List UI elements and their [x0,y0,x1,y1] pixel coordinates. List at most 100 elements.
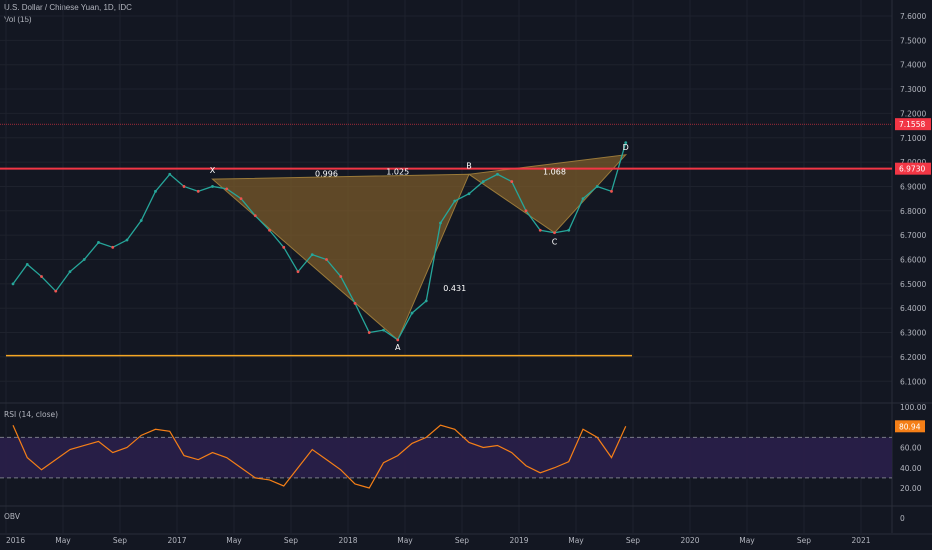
obv-tick-label: 0 [900,514,905,523]
price-point [168,172,172,176]
x-tick-label: May [568,536,584,545]
price-point [25,262,29,266]
price-point [382,328,385,332]
rsi-tick-label: 20.00 [900,484,922,493]
price-point [154,189,157,193]
rsi-tick-label: 40.00 [900,464,922,473]
pattern-bcd [467,154,628,234]
price-point [496,172,499,176]
price-point [353,301,357,305]
x-tick-label: 2020 [680,536,699,545]
price-tick-label: 6.3000 [900,329,926,338]
price-point [538,228,542,232]
price-point [396,338,400,342]
rsi-tick-label: 60.00 [900,444,922,453]
price-point [268,228,271,232]
rsi-pane: RSI (14, close) [0,410,892,489]
price-point [82,258,86,261]
obv-title: OBV [4,512,21,521]
pattern-label-c: C [552,238,558,247]
price-point [624,141,628,145]
price-tick-label: 7.6000 [900,12,926,21]
x-tick-label: Sep [284,536,298,545]
price-point [310,253,314,257]
x-tick-label: 2021 [851,536,870,545]
price-point [524,209,528,213]
pattern-ratio-label: 1.068 [543,167,566,176]
price-point [182,185,186,188]
x-tick-label: 2019 [509,536,528,545]
x-tick-label: Sep [113,536,127,545]
price-tick-label: 7.2000 [900,109,926,118]
price-point [424,299,428,303]
x-tick-label: Sep [797,536,811,545]
price-tick-label: 7.0000 [900,158,926,167]
last-price-badge [895,118,931,131]
price-point [467,192,471,196]
price-point [97,241,100,244]
price-tick-label: 7.5000 [900,36,926,45]
price-line [12,142,627,341]
x-tick-label: May [226,536,242,545]
price-tick-label: 6.2000 [900,353,926,362]
price-point [339,275,343,278]
price-point [139,219,143,222]
price-point [239,197,243,201]
price-point [225,187,229,191]
x-tick-label: Sep [626,536,640,545]
rsi-title: RSI (14, close) [4,410,58,419]
price-point [282,245,286,249]
price-point [595,185,599,188]
x-tick-label: May [55,536,71,545]
obv-pane: OBV [4,512,21,521]
pattern-ratio-label: 1.025 [386,167,409,176]
price-point [410,311,414,315]
price-tick-label: 6.7000 [900,231,926,240]
price-tick-label: 6.4000 [900,304,926,313]
rsi-last-value: 80.94 [899,422,921,431]
price-point [325,258,328,261]
rsi-last-badge [895,420,925,433]
price-point [11,282,15,286]
price-point [553,231,556,235]
price-point [211,185,214,188]
price-pane: X A B C D 0.996 1.025 1.068 0.431 [0,123,892,357]
rsi-tick-label: 100.00 [900,403,926,412]
price-tick-label: 6.5000 [900,280,926,289]
price-point [296,270,300,274]
price-point [439,221,442,225]
price-point [581,197,585,201]
rsi-line [12,424,627,489]
price-point [453,199,457,203]
price-point [68,270,72,274]
price-point [54,289,58,293]
price-point [481,180,485,183]
price-tick-label: 6.9000 [900,182,926,191]
last-price-value: 7.1558 [899,120,925,129]
price-tick-label: 6.1000 [900,377,926,386]
pattern-ratio-label: 0.431 [443,284,466,293]
x-tick-label: 2018 [338,536,357,545]
pattern-xab [211,173,470,341]
price-point [610,189,613,193]
rsi-band [0,437,892,478]
price-point [253,214,257,218]
x-tick-label: 2016 [6,536,25,545]
price-point [196,189,200,193]
price-point [510,180,514,183]
x-tick-label: May [739,536,755,545]
price-tick-label: 6.6000 [900,256,926,265]
pattern-label-b: B [466,161,472,170]
pattern-label-d: D [623,143,629,152]
resistance-value: 6.9730 [899,165,925,174]
x-tick-label: 2017 [167,536,186,545]
volume-label: Vol (15) [4,15,32,24]
price-point [111,245,115,249]
axes: 2016 May Sep 2017 May Sep 2018 May Sep 2019 May Sep… [6,12,931,545]
price-tick-label: 6.8000 [900,207,926,216]
pattern-label-x: X [210,166,216,175]
price-tick-label: 7.4000 [900,61,926,70]
price-tick-label: 7.3000 [900,85,926,94]
x-tick-label: May [397,536,413,545]
